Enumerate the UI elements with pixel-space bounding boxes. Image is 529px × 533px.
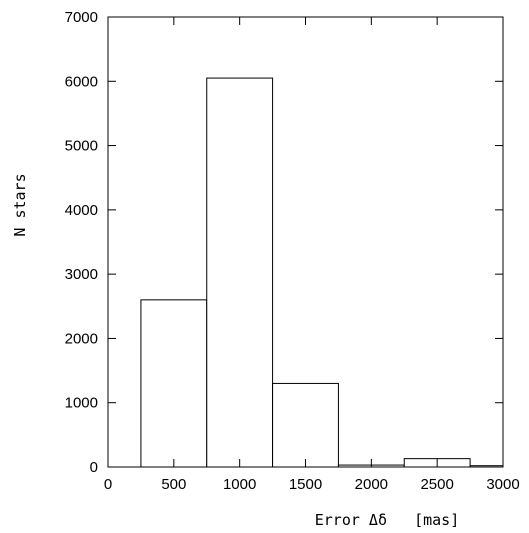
y-tick-label: 7000 [65, 9, 98, 26]
histogram-bar [206, 77, 274, 468]
x-tick-labels: 0 500 1000 1500 2000 2500 3000 [104, 476, 520, 493]
x-tick-label: 0 [104, 476, 112, 493]
y-tick-label: 1000 [65, 395, 98, 412]
y-tick-label: 3000 [65, 266, 98, 283]
x-tick-label: 500 [161, 476, 186, 493]
axis-ticks [107, 16, 504, 468]
histogram-bar [140, 299, 208, 468]
histogram-bar [272, 382, 339, 468]
x-tick-label: 2000 [355, 476, 388, 493]
histogram-bars [140, 77, 504, 468]
y-tick-label: 4000 [65, 202, 98, 219]
y-axis-label: N stars [11, 173, 29, 236]
x-tick-label: 2500 [420, 476, 453, 493]
x-tick-label: 1000 [223, 476, 256, 493]
y-tick-label: 6000 [65, 73, 98, 90]
x-tick-label: 3000 [486, 476, 519, 493]
x-tick-label: 1500 [289, 476, 322, 493]
y-tick-labels: 0 1000 2000 3000 4000 5000 6000 7000 [65, 9, 98, 476]
y-tick-label: 5000 [65, 138, 98, 155]
y-tick-label: 2000 [65, 330, 98, 347]
x-axis-label: Error Δδ [mas] [315, 511, 460, 529]
y-tick-label: 0 [90, 459, 98, 476]
